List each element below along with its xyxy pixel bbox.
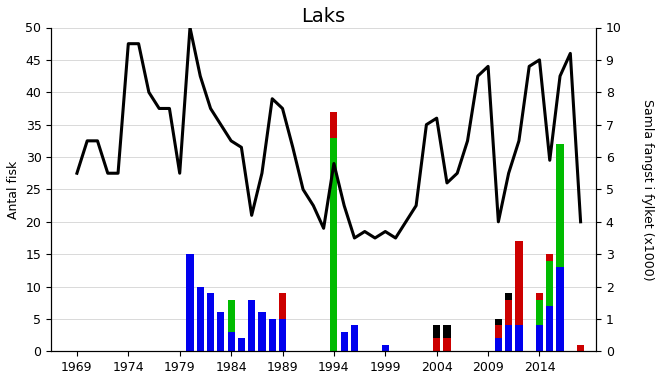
Bar	[207, 293, 214, 351]
Bar	[546, 254, 553, 261]
Bar	[536, 293, 543, 299]
Bar	[505, 299, 512, 325]
Bar	[516, 325, 522, 351]
Bar	[248, 299, 255, 351]
Bar	[444, 325, 451, 338]
Bar	[330, 112, 338, 138]
Bar	[381, 345, 389, 351]
Bar	[577, 345, 584, 351]
Bar	[444, 338, 451, 351]
Bar	[238, 338, 245, 351]
Y-axis label: Antal fisk: Antal fisk	[7, 160, 20, 219]
Bar	[279, 319, 286, 351]
Bar	[279, 293, 286, 319]
Bar	[433, 338, 440, 351]
Bar	[495, 319, 502, 325]
Bar	[557, 267, 564, 351]
Bar	[557, 144, 564, 267]
Bar	[546, 306, 553, 351]
Bar	[227, 299, 235, 332]
Bar	[186, 254, 194, 351]
Bar	[351, 325, 358, 351]
Bar	[433, 325, 440, 338]
Y-axis label: Samla fangst i fylket (x1000): Samla fangst i fylket (x1000)	[641, 99, 654, 280]
Bar	[217, 312, 225, 351]
Bar	[495, 338, 502, 351]
Bar	[546, 261, 553, 306]
Bar	[536, 299, 543, 325]
Bar	[495, 325, 502, 338]
Bar	[258, 312, 266, 351]
Bar	[516, 241, 522, 325]
Bar	[536, 325, 543, 351]
Bar	[505, 325, 512, 351]
Bar	[227, 332, 235, 351]
Bar	[197, 287, 204, 351]
Bar	[505, 293, 512, 299]
Title: Laks: Laks	[301, 7, 346, 26]
Bar	[340, 332, 348, 351]
Bar	[330, 138, 338, 351]
Bar	[268, 319, 276, 351]
